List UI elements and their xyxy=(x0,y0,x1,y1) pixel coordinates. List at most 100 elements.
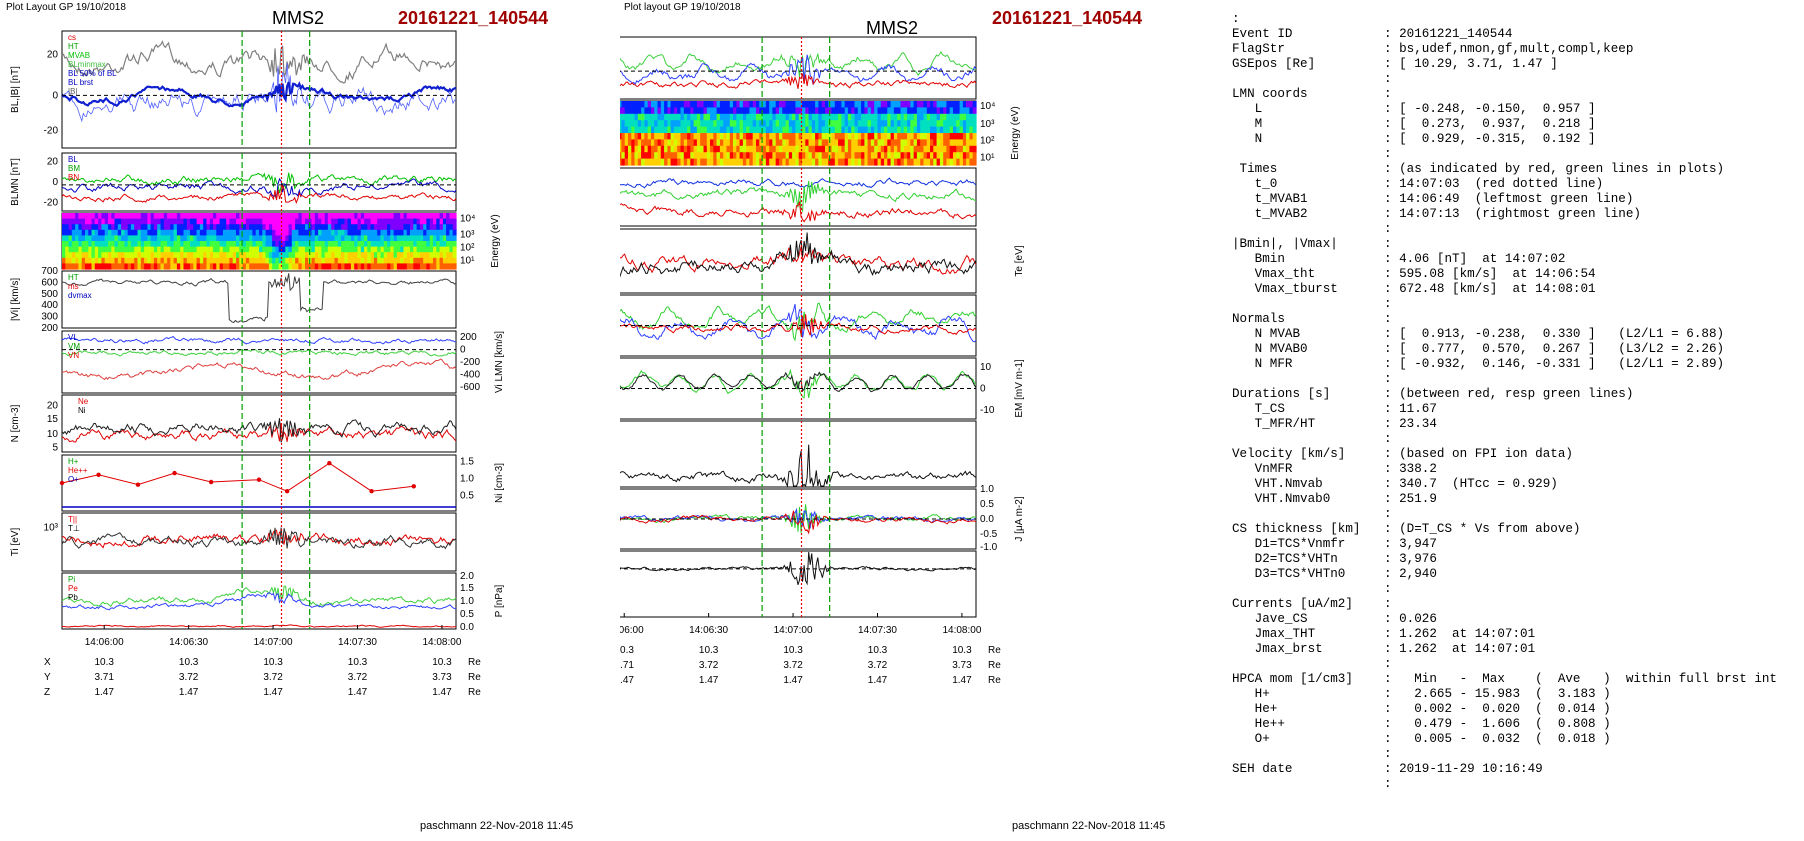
spectrogram-cell xyxy=(861,152,865,160)
spectrogram-cell xyxy=(400,263,405,270)
spectrogram-cell xyxy=(677,113,682,121)
spectrogram-cell xyxy=(268,235,273,242)
spectrogram-cell xyxy=(844,107,849,115)
spectrogram-cell xyxy=(844,133,849,140)
spectrogram-cell xyxy=(864,158,869,166)
spectrogram-cell xyxy=(350,241,355,248)
spectrogram-cell xyxy=(654,152,659,160)
spectrogram-cell xyxy=(959,139,964,147)
summary-value: : [ -0.248, -0.150, 0.957 ] xyxy=(1384,102,1596,116)
spectrogram-cell xyxy=(167,235,171,242)
spectrogram-cell xyxy=(733,152,737,160)
spectrogram-cell xyxy=(782,107,787,115)
spectrogram-cell xyxy=(318,229,322,236)
panel-frame xyxy=(620,167,977,227)
y-axis-label: BLMN [nT] xyxy=(10,158,21,206)
spectrogram-cell xyxy=(923,126,928,134)
series-line-3040ff xyxy=(620,54,977,85)
spectrogram-cell xyxy=(85,213,89,220)
spectrogram-cell xyxy=(130,213,135,220)
spectrogram-cell xyxy=(324,229,329,236)
spectrogram-cell xyxy=(255,224,260,231)
spectrogram-cell xyxy=(742,145,747,153)
spectrogram-cell xyxy=(111,263,116,270)
spectrogram-cell xyxy=(423,246,428,253)
spectrogram-cell xyxy=(825,139,829,147)
spectrogram-cell xyxy=(821,145,826,153)
spectrogram-cell xyxy=(173,235,178,242)
spectrogram-cell xyxy=(716,133,721,140)
spectrogram-cell xyxy=(657,120,662,128)
spectrogram-cell xyxy=(101,257,106,264)
spectrogram-cell xyxy=(426,218,431,225)
spectrogram-cell xyxy=(387,257,391,264)
spectrogram-cell xyxy=(742,152,747,160)
spectrogram-cell xyxy=(446,229,450,236)
spectrogram-cell xyxy=(85,235,89,242)
spectrogram-cell xyxy=(193,235,198,242)
spectrogram-cell xyxy=(621,145,626,153)
right-plot-title: MMS2 xyxy=(866,18,919,38)
spectrogram-cell xyxy=(104,241,109,248)
spectrogram-cell xyxy=(419,229,424,236)
spectrogram-cell xyxy=(370,241,375,248)
position-row-label: Y xyxy=(44,672,51,683)
spectrogram-cell xyxy=(104,257,109,264)
spectrogram-cell xyxy=(318,263,322,270)
spectrogram-cell xyxy=(742,113,747,121)
spectrogram-cell xyxy=(446,213,450,220)
spectrogram-cell xyxy=(644,158,649,166)
spectrogram-cell xyxy=(769,152,774,160)
spectrogram-cell xyxy=(114,241,119,248)
spectrogram-cell xyxy=(739,133,744,140)
spectrogram-cell xyxy=(700,120,705,128)
spectrogram-cell xyxy=(670,126,675,134)
spectrogram-cell xyxy=(101,241,106,248)
spectrogram-cell xyxy=(620,139,622,147)
spectrogram-cell xyxy=(802,133,806,140)
spectrogram-cell xyxy=(259,224,263,231)
spectrogram-cell xyxy=(130,224,135,231)
spectrogram-cell xyxy=(736,139,741,147)
spectrogram-cell xyxy=(795,139,800,147)
spectrogram-cell xyxy=(327,263,332,270)
spectrogram-cell xyxy=(831,113,836,121)
spectrogram-cell xyxy=(265,257,270,264)
spectrogram-cell xyxy=(367,263,372,270)
spectrogram-cell xyxy=(670,113,675,121)
spectrogram-cell xyxy=(808,139,813,147)
spectrogram-cell xyxy=(121,263,125,270)
spectrogram-cell xyxy=(436,229,441,236)
spectrogram-cell xyxy=(341,252,345,259)
spectrogram-cell xyxy=(700,139,705,147)
spectrogram-cell xyxy=(341,224,345,231)
spectrogram-cell xyxy=(644,133,649,140)
spectrogram-cell xyxy=(124,218,129,225)
spectrogram-cell xyxy=(186,252,191,259)
spectrogram-cell xyxy=(651,120,655,128)
spectrogram-cell xyxy=(419,263,424,270)
spectrogram-cell xyxy=(920,120,925,128)
spectrogram-cell xyxy=(396,224,401,231)
spectrogram-cell xyxy=(157,241,162,248)
spectrogram-cell xyxy=(324,218,329,225)
spectrogram-cell xyxy=(651,158,655,166)
spectrogram-cell xyxy=(147,263,152,270)
spectrogram-cell xyxy=(680,152,685,160)
spectrogram-cell xyxy=(956,107,961,115)
spectrogram-cell xyxy=(203,252,208,259)
spectrogram-cell xyxy=(387,263,391,270)
spectrogram-cell xyxy=(275,241,280,248)
summary-key: t_0 xyxy=(1232,177,1278,191)
spectrogram-cell xyxy=(108,263,112,270)
spectrogram-cell xyxy=(782,133,787,140)
spectrogram-cell xyxy=(62,241,66,248)
spectrogram-cell xyxy=(729,120,734,128)
summary-key: N MVAB0 xyxy=(1232,342,1308,356)
spectrogram-cell xyxy=(377,235,382,242)
spectrogram-cell xyxy=(190,246,194,253)
spectrogram-cell xyxy=(795,158,800,166)
spectrogram-cell xyxy=(134,263,139,270)
spectrogram-cell xyxy=(733,133,737,140)
